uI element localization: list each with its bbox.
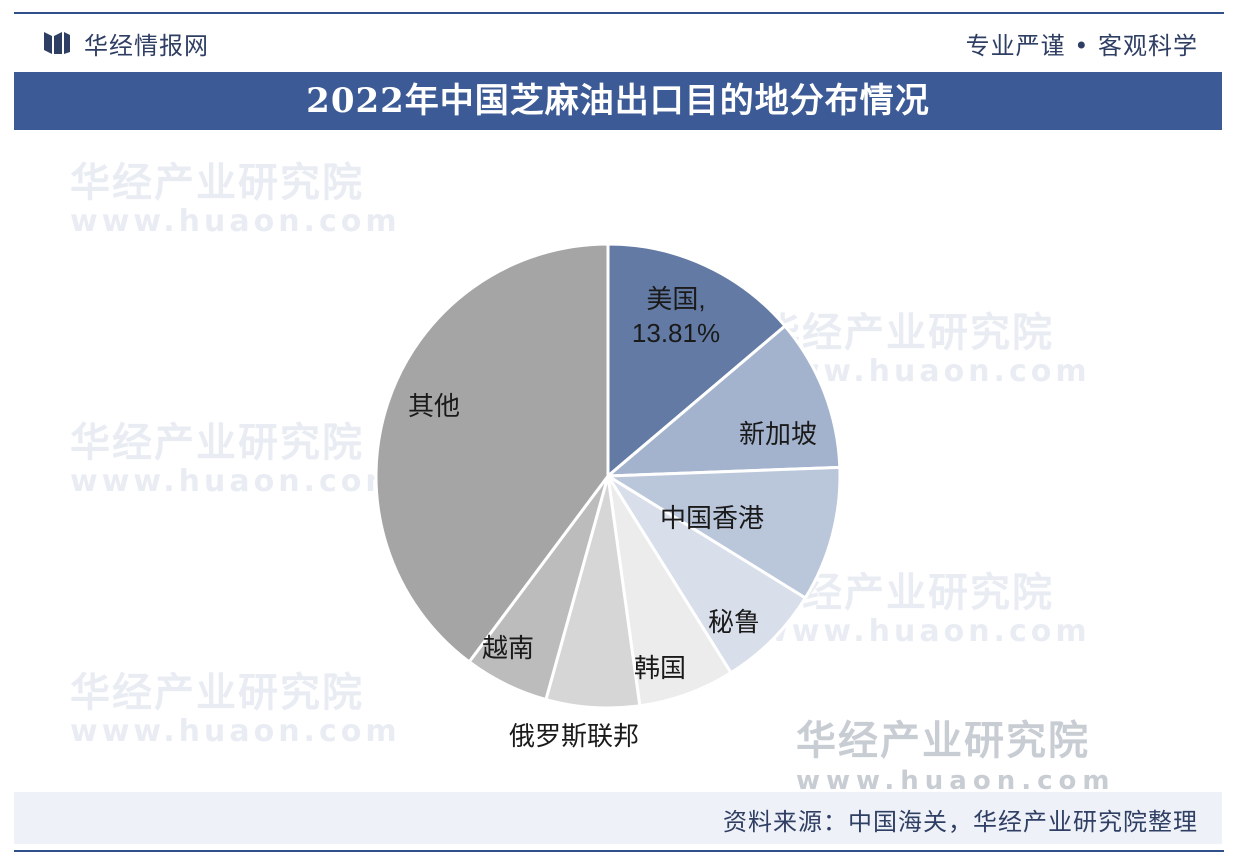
watermark: 华经产业研究院 www.huaon.com (70, 150, 401, 239)
watermark: 华经产业研究院 www.huaon.com (70, 660, 401, 749)
slice-label-5: 韩国 (634, 653, 686, 683)
pie-slice-4 (606, 474, 808, 675)
brand-logo-icon (44, 32, 70, 54)
pie-slice-3 (603, 465, 842, 601)
chart-frame (14, 12, 1224, 852)
slice-label-6: 俄罗斯联邦 (509, 721, 639, 751)
watermark-url: www.huaon.com (760, 614, 1091, 649)
watermark: 华经产业研究院 www.huaon.com (70, 410, 401, 499)
chart-title: 2022年中国芝麻油出口目的地分布情况 (306, 81, 930, 121)
watermark-url: www.huaon.com (70, 714, 401, 749)
watermark-name: 华经产业研究院 (70, 670, 364, 716)
slice-label-3: 中国香港 (660, 503, 764, 533)
slogan: 专业严谨 • 客观科学 (965, 32, 1198, 60)
slice-label-8: 其他 (408, 391, 460, 421)
title-bar: 2022年中国芝麻油出口目的地分布情况 (14, 72, 1222, 130)
slice-label-7: 越南 (482, 633, 534, 663)
source-note: 资料来源：中国海关，华经产业研究院整理 (723, 808, 1198, 836)
pie-slice-1 (606, 242, 788, 480)
watermark-logo-name: 华经产业研究院 (796, 718, 1090, 764)
watermark-name: 华经产业研究院 (70, 420, 364, 466)
pie-slice-8 (374, 242, 610, 664)
watermark-url: www.huaon.com (70, 464, 401, 499)
header-bar: 华经情报网 专业严谨 • 客观科学 (14, 20, 1224, 64)
watermark-name: 华经产业研究院 (760, 310, 1054, 356)
slice-label-4: 秘鲁 (708, 607, 760, 637)
watermark-url: www.huaon.com (70, 204, 401, 239)
watermark-name: 华经产业研究院 (70, 160, 364, 206)
footer-bar: 资料来源：中国海关，华经产业研究院整理 (14, 792, 1222, 844)
slice-label-2: 新加坡 (739, 419, 817, 449)
brand-name: 华经情报网 (84, 32, 209, 60)
watermark-logo: 华经产业研究院 www.huaon.com (796, 708, 1115, 796)
watermark-logo-url: www.huaon.com (796, 766, 1116, 796)
pie-slice-2 (603, 323, 842, 478)
slice-label-1: 美国, 13.81% (632, 284, 720, 348)
